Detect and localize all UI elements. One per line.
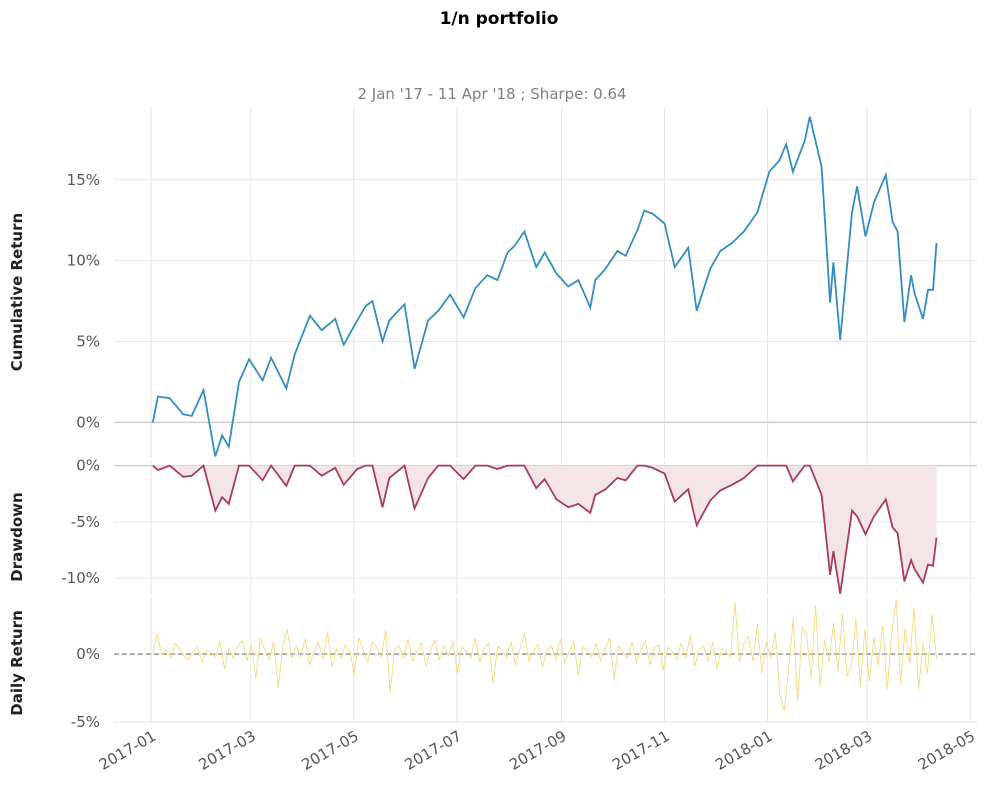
y-tick-label: -5%: [71, 713, 100, 731]
x-tick-label: 2017-07: [402, 727, 465, 774]
figure-title: 1/n portfolio: [440, 9, 559, 29]
cumulative-return-panel: 0% 5% 10% 15%: [67, 107, 977, 458]
x-tick-label: 2017-03: [196, 727, 259, 774]
y-tick-label: 10%: [67, 252, 100, 270]
x-tick-label: 2018-01: [712, 727, 775, 774]
y-tick-label: 5%: [76, 333, 100, 351]
drawdown-area: [152, 465, 937, 594]
x-tick-label: 2018-03: [812, 727, 875, 774]
x-tick-label: 2017-05: [299, 727, 362, 774]
y-tick-label: 0%: [76, 413, 100, 431]
drawdown-panel: 0% -5% -10%: [61, 457, 977, 595]
drawdown-line: [152, 463, 938, 595]
y-tick-label: 15%: [67, 171, 100, 189]
y-tick-label: 0%: [76, 457, 100, 475]
cumulative-return-ylabel: Cumulative Return: [8, 213, 26, 371]
y-tick-label: -5%: [71, 513, 100, 531]
figure-subtitle: 2 Jan '17 - 11 Apr '18 ; Sharpe: 0.64: [357, 85, 626, 103]
x-tick-label: 2017-01: [96, 727, 159, 774]
x-tick-label: 2018-05: [915, 727, 978, 774]
drawdown-ylabel: Drawdown: [8, 492, 26, 581]
daily-return-line: [152, 599, 937, 712]
daily-return-panel: 0% -5%: [71, 597, 977, 731]
daily-return-ylabel: Daily Return: [8, 610, 26, 716]
x-axis: 2017-01 2017-03 2017-05 2017-07 2017-09 2017-…: [96, 727, 978, 774]
y-tick-label: 0%: [76, 645, 100, 663]
x-tick-label: 2017-11: [609, 727, 672, 774]
x-tick-label: 2017-09: [506, 727, 569, 774]
cumulative-return-line: [151, 116, 938, 457]
y-tick-label: -10%: [61, 569, 100, 587]
